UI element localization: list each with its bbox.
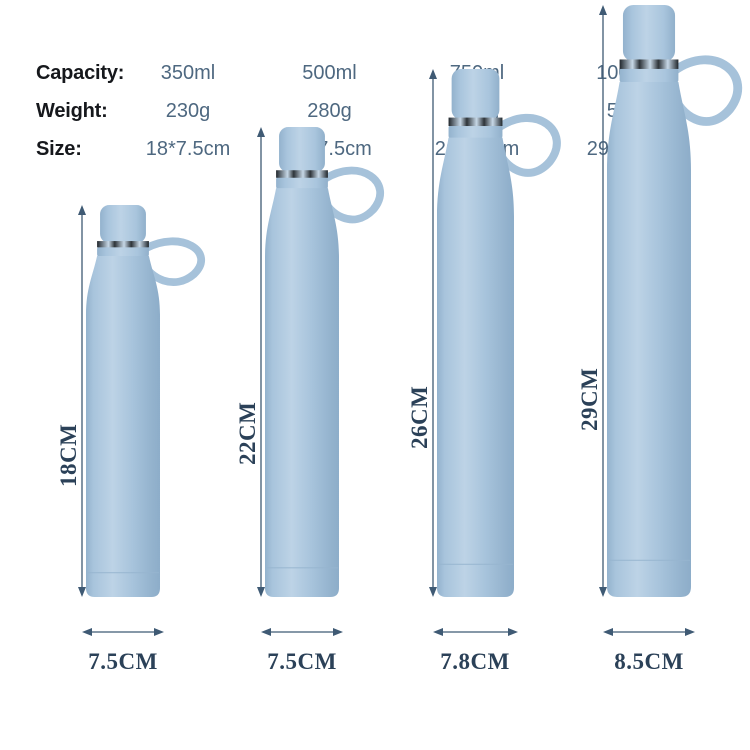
bottle-350ml-width-label: 7.5CM (88, 649, 158, 674)
height-arrow-head-top (599, 5, 607, 15)
bottle-cap (622, 5, 676, 62)
spec-label-size: Size: (36, 138, 82, 160)
spec-label-capacity: Capacity: (36, 62, 125, 84)
height-arrow-head-top (78, 205, 86, 215)
width-arrow-head-left (261, 628, 271, 636)
bottle-collar (276, 176, 328, 190)
bottle-500ml-width-dimension (261, 625, 343, 639)
height-arrow-head-bottom (599, 587, 607, 597)
width-arrow-head-right (333, 628, 343, 636)
width-arrow-head-left (432, 628, 443, 636)
bottle-350ml-width-dimension (82, 625, 164, 639)
bottle-1000ml-height-label: 29CM (577, 367, 602, 432)
spec-value-weight-500ml: 280g (307, 100, 352, 122)
cap-metal-band (619, 59, 679, 69)
bottle-size-comparison: 18CM 7.5CM (0, 5, 750, 685)
bottle-1000ml-illustration (607, 5, 743, 597)
bottle-cap (279, 127, 325, 173)
height-arrow-head-bottom (257, 587, 265, 597)
bottle-1000ml: 29CM 8.5CM (577, 5, 750, 674)
spec-value-size-350ml: 18*7.5cm (145, 138, 231, 160)
bottle-350ml-illustration (86, 205, 205, 597)
loop-handle (494, 113, 561, 177)
bottle-500ml-height-label: 22CM (235, 402, 260, 466)
bottle-500ml: 22CM 7.5CM (235, 127, 411, 674)
width-arrow-head-right (507, 628, 518, 636)
width-arrow-head-right (685, 628, 695, 636)
bottle-500ml-height-dimension (247, 127, 271, 605)
height-arrow-head-top (428, 69, 437, 79)
bottle-750ml: 26CM 7.8CM (407, 69, 586, 674)
spec-value-weight-350ml: 230g (165, 100, 211, 122)
bottle-500ml-illustration (265, 127, 384, 597)
loop-handle (141, 237, 205, 286)
bottle-500ml-width-label: 7.5CM (267, 649, 337, 674)
bottle-1000ml-width-label: 8.5CM (614, 649, 684, 674)
spec-value-capacity-500ml: 500ml (302, 62, 357, 84)
width-arrow-head-left (82, 628, 92, 636)
cap-metal-band (448, 117, 502, 127)
bottle-body (607, 81, 691, 597)
bottle-1000ml-height-dimension (589, 5, 613, 605)
bottle-750ml-width-label: 7.8CM (440, 649, 510, 674)
bottle-cap (451, 69, 499, 120)
bottle-1000ml-width-dimension (603, 625, 695, 639)
cap-metal-band (276, 170, 328, 178)
loop-handle (320, 166, 384, 224)
loop-handle (669, 55, 743, 126)
height-arrow-head-top (257, 127, 265, 137)
bottle-750ml-illustration (436, 69, 561, 597)
height-arrow-head-bottom (78, 587, 86, 597)
bottle-collar (97, 246, 149, 257)
width-arrow-head-left (603, 628, 613, 636)
bottle-collar (448, 125, 502, 139)
bottle-350ml-height-dimension (68, 205, 92, 605)
width-arrow-head-right (154, 628, 164, 636)
bottle-750ml-width-dimension (432, 625, 518, 639)
bottle-350ml: 18CM 7.5CM (56, 205, 232, 674)
bottle-body (86, 255, 160, 597)
bottle-cap (100, 205, 146, 244)
spec-value-capacity-350ml: 350ml (160, 62, 216, 84)
height-arrow-head-bottom (428, 587, 437, 597)
cap-metal-band (97, 241, 149, 248)
bottle-collar (619, 67, 679, 83)
bottle-body (436, 137, 514, 597)
spec-label-weight: Weight: (36, 100, 108, 122)
bottle-350ml-height-label: 18CM (56, 423, 81, 488)
bottle-750ml-height-dimension (419, 69, 443, 605)
bottle-body (265, 188, 339, 597)
bottle-750ml-height-label: 26CM (406, 385, 432, 450)
